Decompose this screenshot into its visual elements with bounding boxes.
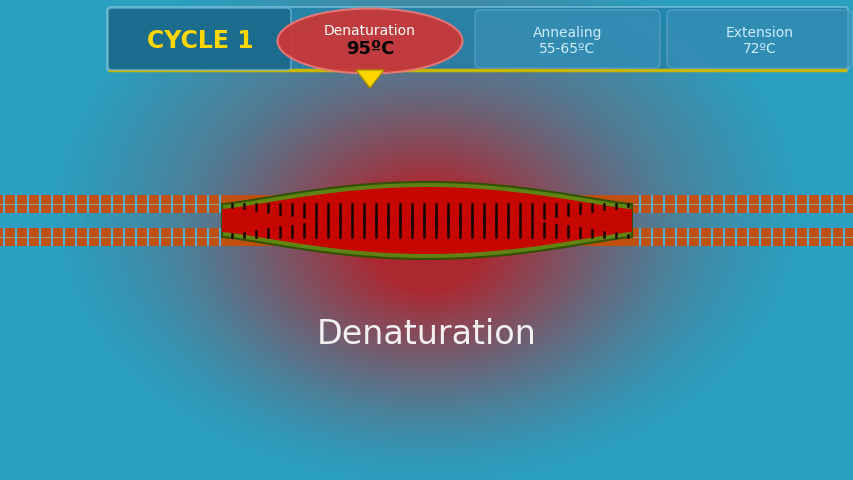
Text: 72ºC: 72ºC <box>742 42 775 56</box>
FancyBboxPatch shape <box>0 195 853 213</box>
Text: 55-65ºC: 55-65ºC <box>539 42 595 56</box>
FancyBboxPatch shape <box>666 10 851 68</box>
Text: Denaturation: Denaturation <box>323 24 415 38</box>
Ellipse shape <box>277 9 462 73</box>
FancyBboxPatch shape <box>107 8 291 70</box>
Polygon shape <box>222 182 631 259</box>
Text: Denaturation: Denaturation <box>316 319 537 351</box>
Text: Extension: Extension <box>725 26 792 40</box>
Polygon shape <box>356 70 384 88</box>
FancyBboxPatch shape <box>474 10 659 68</box>
Text: Annealing: Annealing <box>532 26 601 40</box>
FancyBboxPatch shape <box>0 228 853 246</box>
Text: 95ºC: 95ºC <box>345 40 394 58</box>
Polygon shape <box>222 187 631 254</box>
FancyBboxPatch shape <box>107 7 847 71</box>
Text: CYCLE 1: CYCLE 1 <box>147 29 253 53</box>
